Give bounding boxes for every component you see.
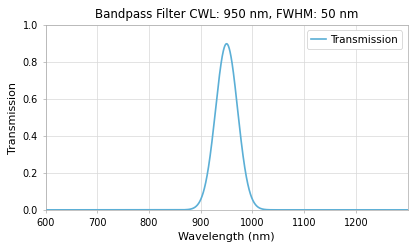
Legend: Transmission: Transmission — [307, 30, 402, 49]
Transmission — [84, 208, 89, 211]
Transmission — [182, 208, 187, 211]
X-axis label: Wavelength (nm): Wavelength (nm) — [178, 232, 275, 242]
Transmission — [106, 208, 111, 211]
Y-axis label: Transmission: Transmission — [8, 82, 18, 154]
Transmission — [43, 208, 48, 211]
Transmission — [198, 199, 203, 202]
Transmission — [398, 208, 403, 211]
Transmission — [405, 208, 410, 211]
Line: Transmission: Transmission — [45, 44, 408, 210]
Transmission — [359, 208, 364, 211]
Title: Bandpass Filter CWL: 950 nm, FWHM: 50 nm: Bandpass Filter CWL: 950 nm, FWHM: 50 nm — [95, 8, 358, 21]
Transmission — [224, 42, 229, 45]
